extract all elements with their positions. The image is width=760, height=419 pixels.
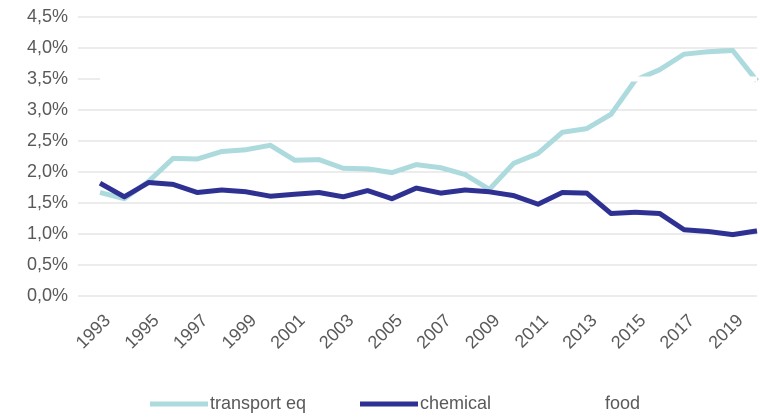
series-line [99, 48, 759, 202]
x-tick-label: 1995 [120, 310, 162, 352]
y-tick-label: 1,0% [27, 223, 68, 243]
x-tick-label: 2009 [461, 310, 503, 352]
x-tick-label: 2001 [266, 310, 308, 352]
y-tick-label: 3,0% [27, 99, 68, 119]
x-tick-label: 2019 [704, 310, 746, 352]
x-tick-label: 1993 [72, 310, 114, 352]
x-tick-label: 2011 [511, 310, 553, 352]
y-tick-label: 4,5% [27, 6, 68, 26]
y-tick-label: 0,0% [27, 285, 68, 305]
x-tick-label: 2003 [315, 310, 357, 352]
legend-label: transport eq [210, 393, 306, 413]
x-tick-label: 1999 [218, 310, 260, 352]
y-tick-label: 2,5% [27, 130, 68, 150]
x-tick-label: 2005 [364, 310, 406, 352]
y-tick-label: 2,0% [27, 161, 68, 181]
legend-label: chemical [420, 393, 491, 413]
series-line [98, 180, 758, 238]
x-tick-label: 2013 [558, 310, 600, 352]
y-tick-label: 1,5% [27, 192, 68, 212]
legend-label: food [605, 393, 640, 413]
y-tick-label: 3,5% [27, 68, 68, 88]
x-tick-label: 2015 [607, 310, 649, 352]
series-line [100, 75, 757, 83]
y-tick-label: 4,0% [27, 37, 68, 57]
x-tick-label: 1997 [169, 310, 211, 352]
y-tick-label: 0,5% [27, 254, 68, 274]
x-tick-label: 2017 [656, 310, 698, 352]
x-tick-label: 2007 [412, 310, 454, 352]
